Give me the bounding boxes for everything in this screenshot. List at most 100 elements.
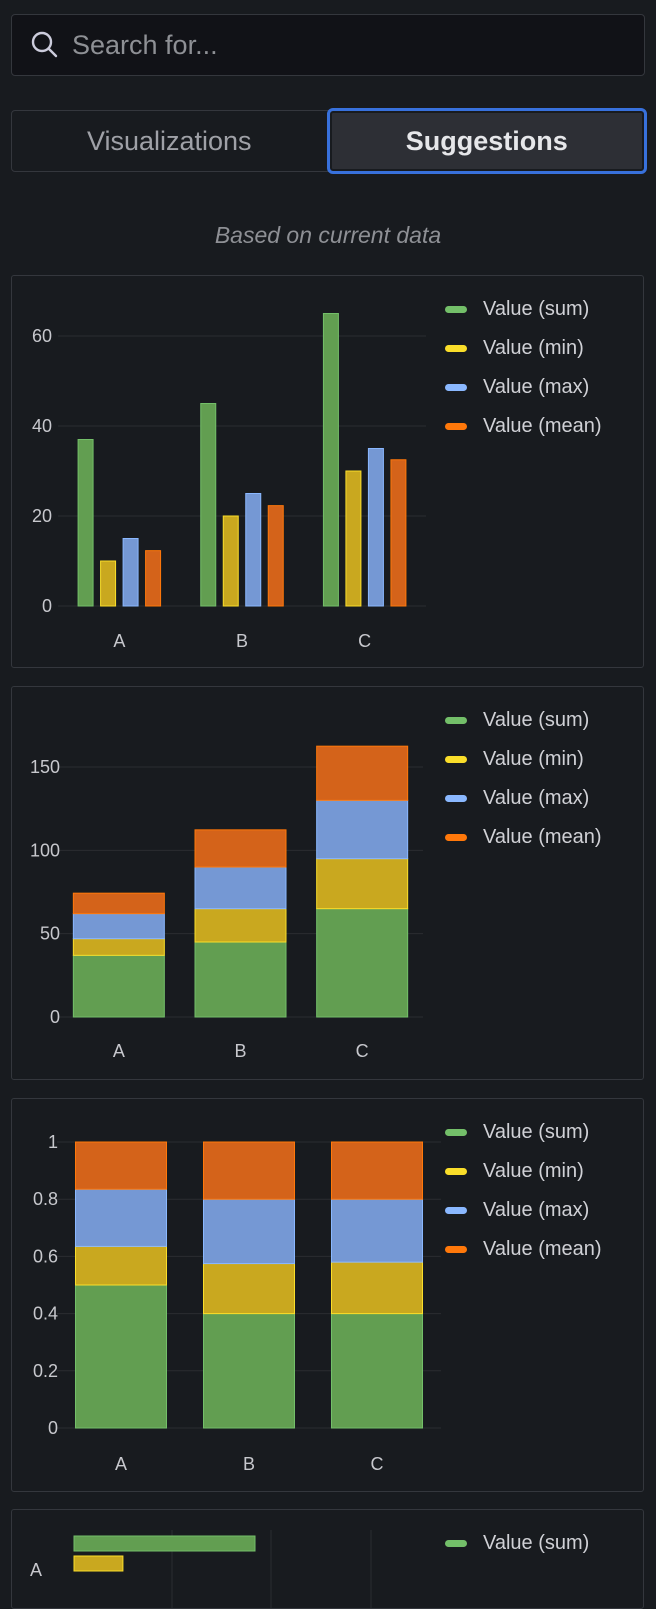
legend-label: Value (max) [483, 1199, 590, 1221]
legend: Value (sum) Value (min) Value (max) Value (… [445, 290, 602, 446]
tab-visualizations[interactable]: Visualizations [86, 125, 252, 156]
bar-segment[interactable] [203, 1263, 295, 1315]
bar-segment[interactable] [316, 908, 409, 1018]
suggestion-card-stacked-bar[interactable]: 0 50 100 150 A B C Value (sum) Value (min) Value … [11, 686, 644, 1080]
legend-label: Value (sum) [483, 1532, 590, 1554]
bar[interactable] [100, 560, 117, 607]
bar[interactable] [200, 403, 217, 607]
legend-label: Value (min) [483, 337, 584, 359]
bar[interactable] [73, 1535, 256, 1552]
bar-segment[interactable] [316, 745, 409, 801]
legend-item[interactable]: Value (sum) [445, 1113, 602, 1152]
y-tick-label: 0.4 [33, 1304, 58, 1324]
suggestions-subtitle: Based on current data [214, 222, 442, 248]
bar-segment[interactable] [331, 1198, 423, 1263]
legend-item[interactable]: Value (mean) [445, 1230, 602, 1269]
bar[interactable] [222, 515, 239, 607]
legend: Value (sum) Value (min) Value (max) Value (… [445, 701, 602, 857]
legend-label: Value (sum) [483, 1121, 590, 1143]
x-tick-label: A [113, 1041, 125, 1061]
bar-segment[interactable] [72, 954, 165, 1018]
bar-segment[interactable] [75, 1188, 167, 1247]
y-tick-label: 0 [50, 1007, 60, 1027]
bar[interactable] [145, 550, 162, 607]
suggestion-card-grouped-bar[interactable]: 0 20 40 60 A B C Value (sum) Value (min) Value (m… [11, 275, 644, 668]
chart-svg: 0 20 40 60 A B C [32, 313, 426, 651]
bar-segment[interactable] [194, 941, 287, 1018]
legend: Value (sum) Value (min) Value (max) Value (… [445, 1113, 602, 1269]
legend-swatch [445, 1207, 467, 1214]
bar-segment[interactable] [203, 1198, 295, 1265]
search-icon [31, 31, 58, 58]
bar[interactable] [122, 538, 139, 607]
bar[interactable] [390, 459, 407, 607]
legend-item[interactable]: Value (sum) [445, 701, 602, 740]
legend-item[interactable]: Value (mean) [445, 407, 602, 446]
legend-item[interactable]: Value (min) [445, 329, 602, 368]
legend-item[interactable]: Value (mean) [445, 818, 602, 857]
search-field[interactable] [11, 14, 645, 76]
bar-segment[interactable] [75, 1284, 167, 1429]
y-tick-label: 0.8 [33, 1189, 58, 1209]
legend-swatch [445, 795, 467, 802]
bar-segment[interactable] [72, 892, 165, 915]
suggestion-card-percent-bar[interactable]: 0 0.2 0.4 0.6 0.8 1 A B C Value (sum) Value (min) V… [11, 1098, 644, 1492]
bar-segment[interactable] [331, 1141, 423, 1200]
bar-segment[interactable] [316, 799, 409, 860]
legend-swatch [445, 756, 467, 763]
legend-label: Value (max) [483, 787, 590, 809]
legend-label: Value (sum) [483, 298, 590, 320]
bar-segment[interactable] [316, 858, 409, 910]
legend-swatch [445, 1168, 467, 1175]
bar-segment[interactable] [331, 1313, 423, 1429]
x-tick-label: C [371, 1454, 384, 1474]
bar-segment[interactable] [194, 908, 287, 943]
bar-segment[interactable] [72, 938, 165, 956]
chart-svg: 0 50 100 150 A B C [30, 745, 423, 1061]
tab-suggestions[interactable]: Suggestions [326, 108, 647, 174]
legend-item[interactable]: Value (sum) [445, 1524, 589, 1563]
bar[interactable] [367, 448, 384, 607]
legend-swatch [445, 1246, 467, 1253]
bar[interactable] [267, 505, 284, 607]
legend-item[interactable]: Value (max) [445, 1191, 602, 1230]
bar[interactable] [77, 439, 94, 607]
legend-swatch [445, 423, 467, 430]
y-tick-label: A [30, 1560, 42, 1580]
y-tick-label: 0.2 [33, 1361, 58, 1381]
y-tick-label: 1 [48, 1132, 58, 1152]
bar[interactable] [245, 493, 262, 607]
legend-item[interactable]: Value (max) [445, 368, 602, 407]
legend-swatch [445, 717, 467, 724]
legend-item[interactable]: Value (min) [445, 740, 602, 779]
bar-segment[interactable] [75, 1245, 167, 1286]
legend-label: Value (mean) [483, 826, 602, 848]
x-tick-label: B [234, 1041, 246, 1061]
y-tick-label: 0 [42, 596, 52, 616]
x-tick-label: C [358, 631, 371, 651]
bar-segment[interactable] [194, 866, 287, 910]
bar-segment[interactable] [72, 913, 165, 940]
legend-label: Value (mean) [483, 1238, 602, 1260]
suggestion-card-horizontal-bar[interactable]: A Value (sum) [11, 1509, 644, 1609]
bar-segment[interactable] [75, 1141, 167, 1190]
bar-segment[interactable] [203, 1313, 295, 1429]
bar[interactable] [322, 313, 339, 607]
x-tick-label: A [115, 1454, 127, 1474]
bar[interactable] [345, 470, 362, 607]
bar[interactable] [73, 1555, 124, 1572]
legend-swatch [445, 345, 467, 352]
x-tick-label: A [113, 631, 125, 651]
bar-segment[interactable] [203, 1141, 295, 1200]
view-tabs: Visualizations Suggestions [11, 108, 647, 174]
legend-label: Value (sum) [483, 709, 590, 731]
legend-item[interactable]: Value (sum) [445, 290, 602, 329]
legend-swatch [445, 384, 467, 391]
bar-segment[interactable] [194, 829, 287, 868]
x-tick-label: B [243, 1454, 255, 1474]
bar-segment[interactable] [331, 1261, 423, 1315]
y-tick-label: 60 [32, 326, 52, 346]
legend-item[interactable]: Value (min) [445, 1152, 602, 1191]
legend-item[interactable]: Value (max) [445, 779, 602, 818]
search-input[interactable] [70, 28, 644, 62]
